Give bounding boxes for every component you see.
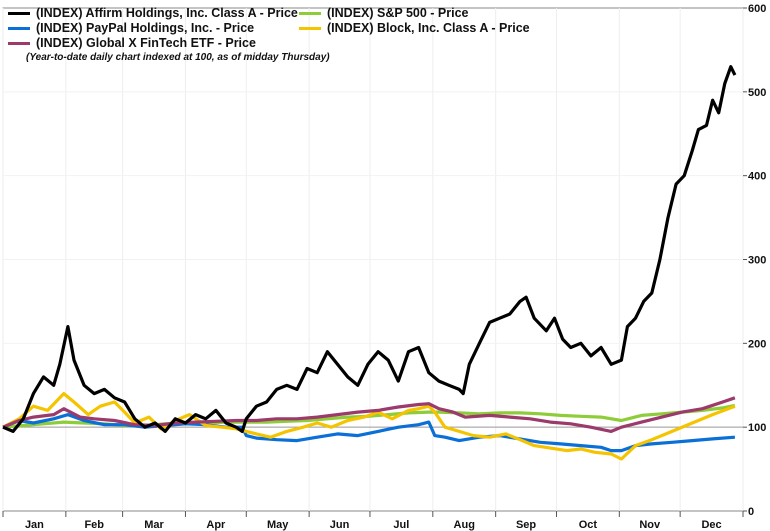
x-tick-label: Sep	[516, 519, 536, 531]
legend-swatch	[299, 26, 321, 30]
series-line-2	[2, 396, 736, 433]
legend-label: (INDEX) PayPal Holdings, Inc. - Price	[36, 21, 255, 35]
x-tick-label: Jun	[330, 519, 350, 531]
y-tick-label: 0	[748, 506, 754, 518]
series-line-0	[2, 65, 737, 433]
x-tick-label: Oct	[579, 519, 598, 531]
y-tick-label: 200	[748, 338, 766, 350]
legend-swatch	[8, 41, 30, 45]
x-tick-label: Nov	[639, 519, 661, 531]
x-tick-label: Dec	[701, 519, 721, 531]
legend-item-paypal: (INDEX) PayPal Holdings, Inc. - Price	[8, 21, 254, 35]
legend-item-sp500: (INDEX) S&P 500 - Price	[299, 6, 469, 20]
legend-swatch	[8, 11, 30, 15]
x-tick-label: Jan	[25, 519, 44, 531]
y-tick-label: 400	[748, 171, 766, 183]
legend-label: (INDEX) S&P 500 - Price	[327, 6, 469, 20]
legend-item-block: (INDEX) Block, Inc. Class A - Price	[299, 21, 530, 35]
x-tick-label: Mar	[144, 519, 164, 531]
x-tick-label: May	[267, 519, 289, 531]
y-tick-label: 600	[748, 3, 766, 15]
series-line-1	[2, 413, 736, 453]
legend-swatch	[299, 11, 321, 15]
x-tick-label: Aug	[454, 519, 475, 531]
legend-label: (INDEX) Affirm Holdings, Inc. Class A - …	[36, 6, 298, 20]
x-tick-label: Feb	[84, 519, 104, 531]
y-tick-label: 500	[748, 87, 766, 99]
chart-note: (Year-to-date daily chart indexed at 100…	[26, 52, 330, 63]
x-tick-label: Apr	[206, 519, 226, 531]
legend-swatch	[8, 26, 30, 30]
y-tick-label: 100	[748, 422, 766, 434]
legend-label: (INDEX) Global X FinTech ETF - Price	[36, 36, 256, 50]
legend-item-affirm: (INDEX) Affirm Holdings, Inc. Class A - …	[8, 6, 298, 20]
legend-label: (INDEX) Block, Inc. Class A - Price	[327, 21, 530, 35]
y-tick-label: 300	[748, 255, 766, 267]
legend-item-fintech: (INDEX) Global X FinTech ETF - Price	[8, 36, 256, 50]
series-line-4	[2, 392, 736, 461]
x-tick-label: Jul	[393, 519, 409, 531]
